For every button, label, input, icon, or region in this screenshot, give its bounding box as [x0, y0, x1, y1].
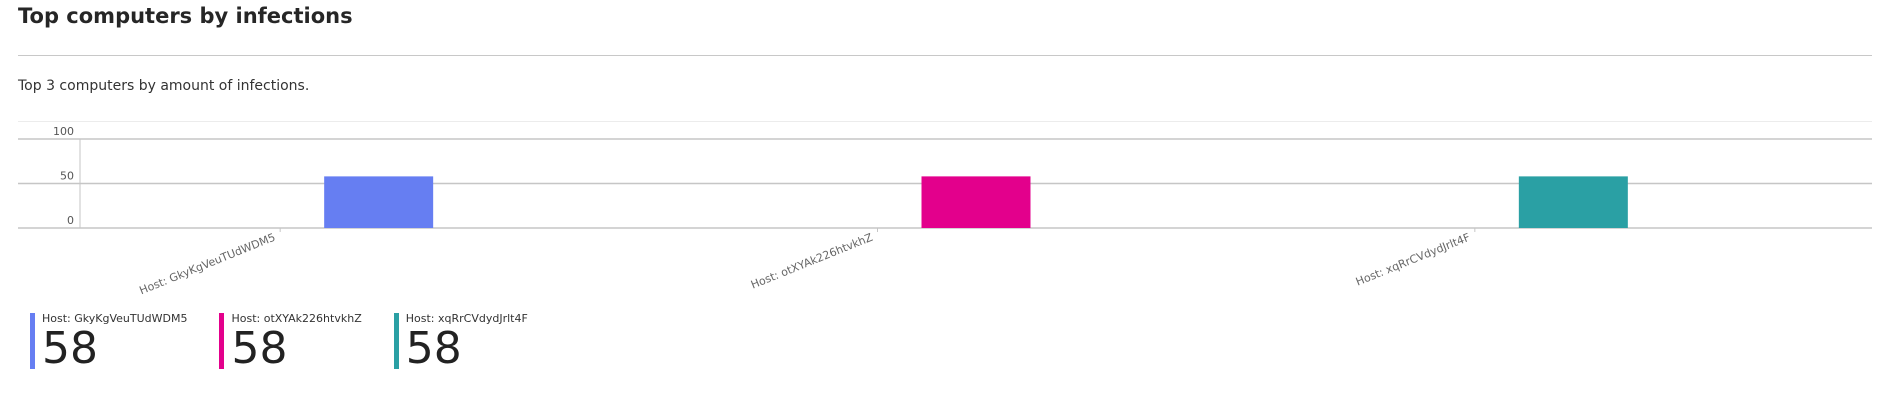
- legend-swatch: [219, 313, 225, 369]
- legend-label: Host: GkyKgVeuTUdWDM5: [42, 312, 188, 325]
- legend: Host: GkyKgVeuTUdWDM5 58 Host: otXYAk226…: [30, 312, 560, 374]
- x-tick-label: Host: xqRrCVdydJrlt4F: [1354, 231, 1472, 289]
- legend-label: Host: otXYAk226htvkhZ: [231, 312, 362, 325]
- y-tick-label: 100: [53, 125, 74, 138]
- legend-value: 58: [42, 323, 98, 374]
- bar: [324, 176, 434, 228]
- legend-item[interactable]: Host: otXYAk226htvkhZ 58: [219, 312, 362, 374]
- legend-value: 58: [231, 323, 288, 374]
- title-divider: [18, 55, 1872, 56]
- bar: [921, 176, 1031, 228]
- x-tick-label: Host: GkyKgVeuTUdWDM5: [138, 231, 278, 298]
- y-tick-label: 50: [60, 170, 74, 183]
- legend-swatch: [393, 313, 399, 369]
- bar-chart: 0 50 100 Host: GkyKgVeuTUdWDM5 Host: otXYAk2…: [18, 125, 1872, 298]
- bar: [1518, 176, 1628, 228]
- page-title: Top computers by infections: [18, 4, 353, 28]
- legend-label: Host: xqRrCVdydJrlt4F: [405, 312, 528, 325]
- legend-item[interactable]: Host: GkyKgVeuTUdWDM5 58: [30, 312, 188, 374]
- chart-top-border: [18, 121, 1872, 122]
- chart-description: Top 3 computers by amount of infections.: [18, 78, 310, 94]
- legend-item[interactable]: Host: xqRrCVdydJrlt4F 58: [393, 312, 528, 374]
- y-tick-label: 0: [67, 214, 74, 227]
- legend-value: 58: [405, 323, 462, 374]
- legend-swatch: [30, 313, 35, 369]
- x-tick-label: Host: otXYAk226htvkhZ: [749, 231, 875, 292]
